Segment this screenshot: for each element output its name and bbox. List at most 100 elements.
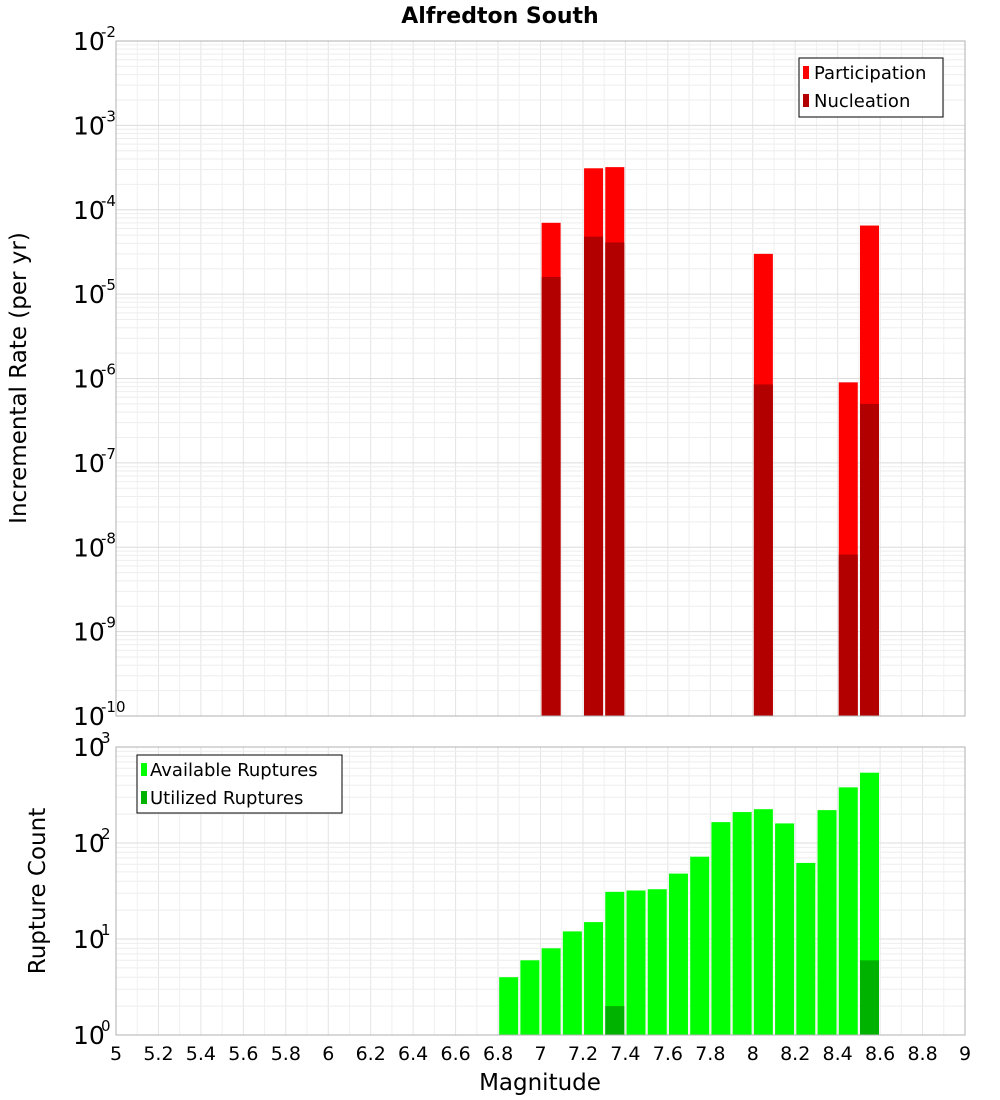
svg-text:10: 10	[73, 280, 105, 309]
nucleation-legend-swatch	[803, 94, 809, 107]
magnitude-tick-label: 5.2	[143, 1043, 173, 1065]
magnitude-tick-label: 8.2	[780, 1043, 810, 1065]
rate-y-tick-label: 10-10	[73, 698, 126, 731]
rate-y-tick-label: 10-6	[73, 361, 116, 394]
count-bar-available-ruptures	[711, 822, 731, 1035]
svg-text:-6: -6	[101, 361, 116, 379]
rate-bars	[541, 167, 879, 716]
count-bar-available-ruptures	[562, 931, 582, 1035]
svg-text:10: 10	[73, 365, 105, 394]
count-bar-available-ruptures	[817, 810, 837, 1035]
rate-y-axis-label: Incremental Rate (per yr)	[6, 232, 32, 524]
rate-y-tick-label: 10-3	[73, 107, 116, 140]
count-y-tick-label: 101	[73, 921, 111, 954]
svg-text:-9: -9	[101, 614, 116, 632]
rate-legend: Participation Nucleation	[798, 57, 944, 118]
count-bar-available-ruptures	[838, 787, 858, 1035]
count-bar-available-ruptures	[647, 889, 667, 1035]
svg-text:-2: -2	[101, 23, 116, 41]
svg-text:10: 10	[73, 829, 105, 858]
svg-text:-10: -10	[101, 698, 126, 716]
rate-y-tick-label: 10-8	[73, 529, 116, 562]
magnitude-tick-label: 8.6	[865, 1043, 895, 1065]
count-y-axis-label: Rupture Count	[25, 808, 51, 974]
magnitude-tick-label: 7.4	[610, 1043, 640, 1065]
count-bar-available-ruptures	[753, 809, 773, 1035]
participation-legend-label: Participation	[814, 63, 926, 84]
available-legend-swatch	[141, 763, 147, 776]
magnitude-tick-label: 8.8	[907, 1043, 937, 1065]
count-bar-available-ruptures	[520, 960, 540, 1035]
magnitude-tick-label: 7.8	[695, 1043, 725, 1065]
svg-text:10: 10	[73, 27, 105, 56]
svg-text:2: 2	[101, 825, 111, 843]
magnitude-tick-label: 8	[747, 1043, 759, 1065]
rate-grid	[116, 41, 965, 717]
count-bar-utilized-ruptures	[859, 960, 879, 1035]
svg-text:10: 10	[73, 449, 105, 478]
rate-legend-box	[798, 57, 944, 118]
svg-text:10: 10	[73, 925, 105, 954]
magnitude-tick-label: 5.4	[186, 1043, 216, 1065]
count-bar-available-ruptures	[775, 823, 795, 1035]
nucleation-legend-label: Nucleation	[814, 91, 910, 112]
count-bar-available-ruptures	[626, 890, 646, 1035]
rate-bar-nucleation	[753, 384, 773, 716]
rate-y-tick-label: 10-2	[73, 23, 116, 56]
magnitude-tick-label: 6	[322, 1043, 334, 1065]
rate-y-tick-label: 10-7	[73, 445, 116, 478]
magnitude-tick-label: 8.4	[823, 1043, 853, 1065]
count-y-tick-label: 103	[73, 729, 111, 762]
svg-text:10: 10	[73, 618, 105, 647]
magnitude-x-ticks: 5 5.2 5.4 5.6 5.8 6 6.2 6.4 6.6 6.8 7 7.2 7.4 7.6 7.8 8…	[110, 1043, 971, 1065]
svg-text:1: 1	[101, 921, 111, 939]
magnitude-tick-label: 7.6	[653, 1043, 683, 1065]
count-bar-available-ruptures	[605, 891, 625, 1035]
rate-y-tick-label: 10-4	[73, 192, 116, 225]
magnitude-tick-label: 5	[110, 1043, 122, 1065]
magnitude-tick-label: 7	[534, 1043, 546, 1065]
rate-y-tick-label: 10-5	[73, 276, 116, 309]
magnitude-tick-label: 6.6	[440, 1043, 470, 1065]
count-y-tick-label: 100	[73, 1017, 111, 1050]
available-legend-label: Available Ruptures	[150, 760, 318, 781]
count-bars	[499, 772, 879, 1035]
svg-text:-4: -4	[101, 192, 116, 210]
rate-bar-nucleation	[838, 554, 858, 716]
rate-bar-nucleation	[605, 242, 625, 716]
svg-text:-5: -5	[101, 276, 116, 294]
svg-text:-7: -7	[101, 445, 116, 463]
svg-text:10: 10	[73, 733, 105, 762]
chart-title: Alfredton South	[401, 4, 598, 29]
svg-text:10: 10	[73, 196, 105, 225]
count-bar-available-ruptures	[796, 862, 816, 1035]
count-bar-available-ruptures	[690, 856, 710, 1035]
count-bar-available-ruptures	[732, 812, 752, 1035]
svg-text:10: 10	[73, 702, 105, 731]
rate-y-tick-label: 10-9	[73, 614, 116, 647]
magnitude-tick-label: 6.2	[356, 1043, 386, 1065]
utilized-legend-label: Utilized Ruptures	[150, 788, 303, 809]
magnitude-x-axis-label: Magnitude	[479, 1070, 601, 1096]
count-y-tick-label: 102	[73, 825, 111, 858]
count-bar-utilized-ruptures	[605, 1006, 625, 1035]
magnitude-tick-label: 5.6	[228, 1043, 258, 1065]
svg-text:3: 3	[101, 729, 111, 747]
count-plot-frame	[115, 746, 966, 1036]
svg-text:-3: -3	[101, 107, 116, 125]
count-bar-available-ruptures	[584, 922, 604, 1035]
svg-text:10: 10	[73, 1021, 105, 1050]
magnitude-tick-label: 6.8	[483, 1043, 513, 1065]
magnitude-tick-label: 5.8	[271, 1043, 301, 1065]
participation-legend-swatch	[803, 66, 809, 79]
count-bar-available-ruptures	[668, 873, 688, 1035]
count-bar-available-ruptures	[499, 977, 519, 1035]
svg-text:10: 10	[73, 111, 105, 140]
rate-bar-nucleation	[859, 403, 879, 716]
magnitude-tick-label: 6.4	[398, 1043, 428, 1065]
count-legend: Available Ruptures Utilized Ruptures	[136, 754, 343, 814]
